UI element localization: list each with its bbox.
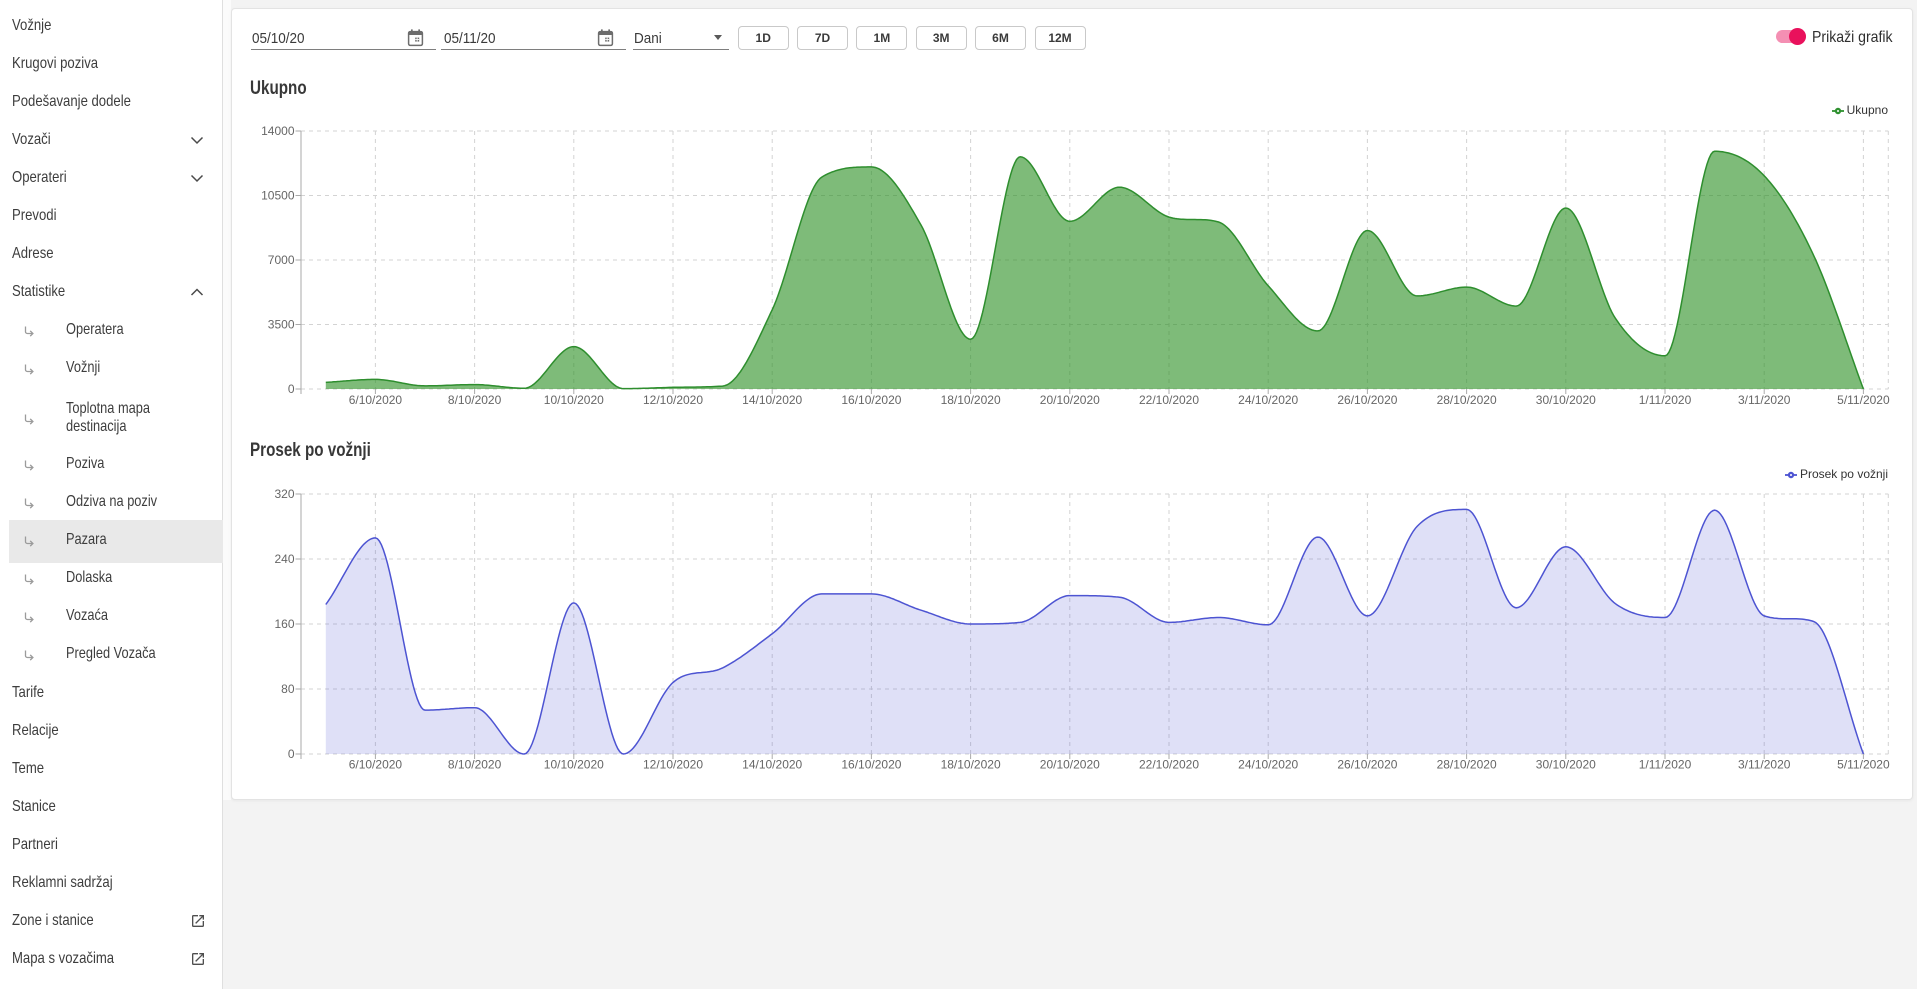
svg-text:18/10/2020: 18/10/2020 [941,393,1001,407]
svg-text:8/10/2020: 8/10/2020 [448,758,502,772]
svg-text:7000: 7000 [268,253,295,267]
svg-text:0: 0 [288,382,295,396]
svg-text:22/10/2020: 22/10/2020 [1139,758,1199,772]
svg-text:12/10/2020: 12/10/2020 [643,758,703,772]
svg-text:6/10/2020: 6/10/2020 [349,758,403,772]
svg-text:20/10/2020: 20/10/2020 [1040,758,1100,772]
svg-text:30/10/2020: 30/10/2020 [1536,758,1596,772]
svg-text:28/10/2020: 28/10/2020 [1437,393,1497,407]
svg-text:8/10/2020: 8/10/2020 [448,393,502,407]
svg-text:30/10/2020: 30/10/2020 [1536,393,1596,407]
svg-text:10/10/2020: 10/10/2020 [544,758,604,772]
svg-text:10500: 10500 [261,189,295,203]
svg-text:16/10/2020: 16/10/2020 [841,393,901,407]
svg-text:14/10/2020: 14/10/2020 [742,393,802,407]
svg-text:240: 240 [274,552,294,566]
svg-text:18/10/2020: 18/10/2020 [941,758,1001,772]
svg-text:3/11/2020: 3/11/2020 [1738,758,1791,772]
svg-text:6/10/2020: 6/10/2020 [349,393,403,407]
svg-text:80: 80 [281,682,295,696]
svg-text:28/10/2020: 28/10/2020 [1437,758,1497,772]
svg-text:16/10/2020: 16/10/2020 [841,758,901,772]
svg-text:20/10/2020: 20/10/2020 [1040,393,1100,407]
svg-text:3500: 3500 [268,318,295,332]
svg-text:14/10/2020: 14/10/2020 [742,758,802,772]
svg-text:5/11/2020: 5/11/2020 [1837,393,1890,407]
svg-text:24/10/2020: 24/10/2020 [1238,393,1298,407]
svg-text:26/10/2020: 26/10/2020 [1337,758,1397,772]
svg-text:12/10/2020: 12/10/2020 [643,393,703,407]
svg-text:14000: 14000 [261,124,295,138]
svg-text:320: 320 [274,487,294,501]
svg-text:0: 0 [288,747,295,761]
svg-text:22/10/2020: 22/10/2020 [1139,393,1199,407]
svg-text:24/10/2020: 24/10/2020 [1238,758,1298,772]
svg-text:1/11/2020: 1/11/2020 [1639,393,1692,407]
svg-text:10/10/2020: 10/10/2020 [544,393,604,407]
svg-text:3/11/2020: 3/11/2020 [1738,393,1791,407]
svg-text:160: 160 [274,617,294,631]
svg-text:26/10/2020: 26/10/2020 [1337,393,1397,407]
svg-text:5/11/2020: 5/11/2020 [1837,758,1890,772]
svg-text:1/11/2020: 1/11/2020 [1639,758,1692,772]
